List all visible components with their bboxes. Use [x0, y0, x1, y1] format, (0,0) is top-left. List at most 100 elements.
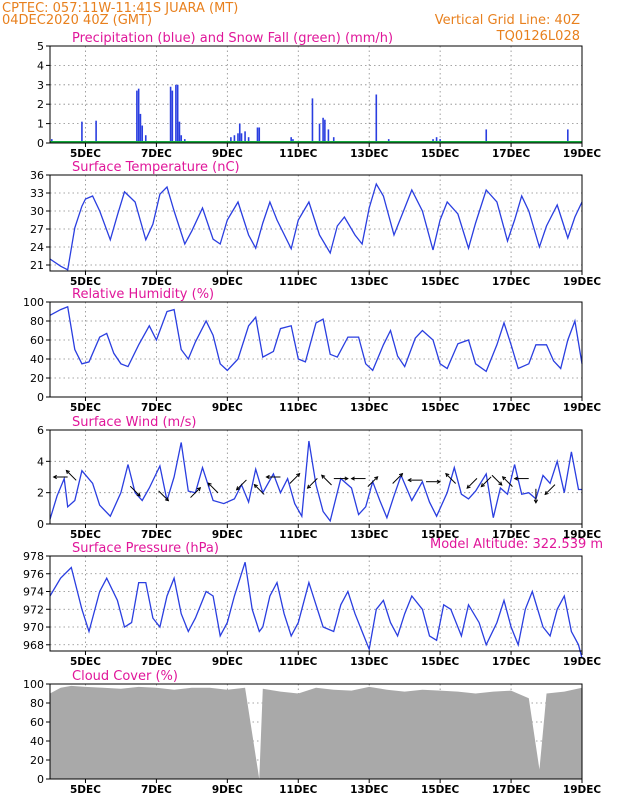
precip-bar	[171, 90, 174, 143]
wind-ytick-label: 0	[37, 518, 44, 531]
rh-ytick-label: 100	[23, 296, 44, 309]
pres-xtick-label: 9DEC	[212, 656, 243, 668]
header-run-time: 04DEC2020 40Z (GMT)	[2, 13, 152, 28]
rh-ytick-label: 80	[30, 315, 44, 328]
precip-bar	[290, 137, 292, 143]
wind-arrow	[289, 472, 301, 484]
cloud-panel: Cloud Cover (%) 0 20 40 60 80 100 5DEC 7DEC 9DEC 1…	[23, 669, 601, 796]
precip-ytick-label: 1	[37, 118, 44, 131]
precip-xtick-label: 13DEC	[350, 148, 389, 160]
temp-xtick-label: 17DEC	[492, 276, 531, 288]
precip-bar	[139, 113, 142, 143]
pres-xtick-label: 11DEC	[279, 656, 318, 668]
temp-ytick-label: 33	[30, 187, 44, 200]
precip-bar	[244, 131, 246, 143]
pressure-model-altitude: Model Altitude: 322.539 m	[430, 537, 603, 552]
precip-bar	[435, 137, 438, 143]
precip-bar	[144, 135, 147, 143]
precip-xtick-label: 11DEC	[279, 148, 318, 160]
wind-frame	[49, 429, 583, 525]
temp-ytick-label: 24	[30, 241, 44, 254]
wind-xtick-label: 19DEC	[563, 529, 602, 541]
wind-arrow	[501, 476, 513, 487]
rh-xtick-label: 5DEC	[70, 402, 101, 414]
header-model-code: TQ0126L028	[496, 29, 580, 44]
precip-title: Precipitation (blue) and Snow Fall (gree…	[72, 31, 393, 46]
precip-xtick-label: 15DEC	[421, 148, 460, 160]
rh-line	[49, 305, 583, 373]
precip-bar	[176, 84, 179, 143]
wind-arrow	[544, 484, 556, 496]
temp-xtick-label: 7DEC	[141, 276, 172, 288]
cloud-frame	[49, 683, 583, 780]
pres-ytick-label: 974	[23, 586, 44, 599]
cloud-xtick-label: 5DEC	[70, 784, 101, 796]
pres-xtick-label: 17DEC	[492, 656, 531, 668]
precip-xtick-label: 9DEC	[212, 148, 243, 160]
wind-ytick-label: 6	[37, 424, 44, 437]
cloud-xtick-label: 15DEC	[421, 784, 460, 796]
pres-xtick-label: 13DEC	[350, 656, 389, 668]
rh-xtick-label: 7DEC	[141, 402, 172, 414]
rh-frame	[49, 301, 583, 398]
precip-frame	[49, 45, 583, 144]
precip-bar	[324, 119, 326, 143]
rh-xtick-label: 13DEC	[350, 402, 389, 414]
temp-xtick-label: 5DEC	[70, 276, 101, 288]
wind-arrow	[129, 485, 141, 497]
cloud-ytick-label: 20	[30, 754, 44, 767]
rh-xtick-label: 17DEC	[492, 402, 531, 414]
wind-arrow	[321, 474, 332, 486]
precip-bar	[256, 127, 259, 143]
pres-title: Surface Pressure (hPa)	[72, 541, 219, 556]
cloud-xtick-label: 13DEC	[350, 784, 389, 796]
precip-bar	[175, 84, 177, 143]
cloud-cover-area	[50, 685, 582, 779]
wind-arrow	[392, 472, 404, 484]
precip-xtick-label: 17DEC	[492, 148, 531, 160]
precip-panel: Precipitation (blue) and Snow Fall (gree…	[37, 31, 601, 160]
pres-ytick-label: 972	[23, 603, 44, 616]
precip-bar	[137, 88, 140, 143]
wind-arrow	[533, 488, 539, 504]
precip-ytick-label: 5	[37, 40, 44, 53]
precip-bar	[311, 98, 314, 143]
rh-xtick-label: 9DEC	[212, 402, 243, 414]
pres-xtick-label: 5DEC	[70, 656, 101, 668]
header-station: CPTEC: 057:11W-11:41S JUARA (MT)	[2, 1, 238, 16]
pres-xtick-label: 19DEC	[563, 656, 602, 668]
cloud-xtick-label: 11DEC	[279, 784, 318, 796]
precip-bar	[485, 129, 488, 143]
precip-ytick-label: 3	[37, 79, 44, 92]
wind-arrow	[350, 476, 366, 481]
wind-arrow	[265, 474, 281, 480]
pres-ytick-label: 976	[23, 568, 44, 581]
precip-ytick-label: 4	[37, 59, 44, 72]
precip-xtick-label: 5DEC	[70, 148, 101, 160]
precip-bar	[322, 117, 324, 143]
temp-title: Surface Temperature (nC)	[72, 160, 240, 175]
pres-ytick-label: 970	[23, 621, 44, 634]
temp-line	[49, 182, 583, 271]
cloud-ytick-label: 60	[30, 716, 44, 729]
cloud-xtick-label: 19DEC	[563, 784, 602, 796]
rh-xtick-label: 11DEC	[279, 402, 318, 414]
pres-panel: Surface Pressure (hPa) 968 970 972 974 976 978…	[23, 541, 601, 668]
wind-xtick-label: 11DEC	[279, 529, 318, 541]
wind-xtick-label: 15DEC	[421, 529, 460, 541]
pres-xtick-label: 7DEC	[141, 656, 172, 668]
precip-bar	[169, 86, 172, 143]
precip-bar	[318, 123, 321, 143]
cloud-ytick-label: 80	[30, 697, 44, 710]
pres-xtick-label: 15DEC	[421, 656, 460, 668]
precip-bar	[141, 125, 144, 143]
pres-frame	[49, 555, 583, 652]
temp-xtick-label: 11DEC	[279, 276, 318, 288]
rh-ytick-label: 40	[30, 353, 44, 366]
precip-bar	[332, 137, 335, 143]
wind-arrow	[466, 478, 478, 489]
wind-xtick-label: 17DEC	[492, 529, 531, 541]
wind-arrow	[190, 487, 202, 498]
wind-title: Surface Wind (m/s)	[72, 415, 196, 430]
